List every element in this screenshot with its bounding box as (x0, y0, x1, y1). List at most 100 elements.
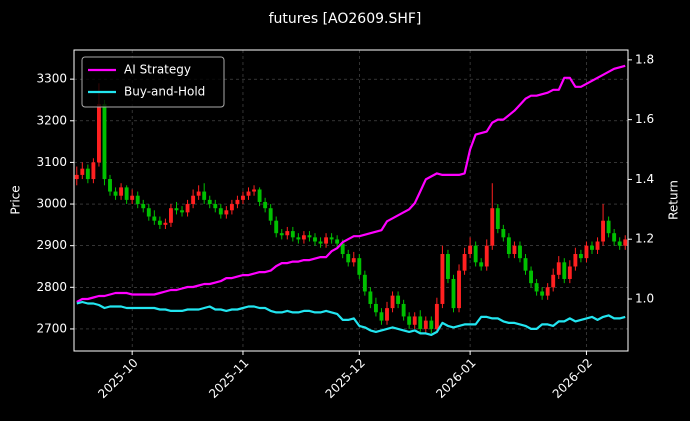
candle-body (307, 235, 312, 238)
candle-body (523, 258, 528, 271)
legend-box (81, 56, 225, 108)
candle-body (446, 253, 450, 279)
candle-body (246, 191, 251, 196)
candle-body (74, 174, 79, 180)
chart-title: futures [AO2609.SHF] (269, 11, 422, 27)
y2-tick-label: 1.0 (635, 291, 654, 305)
candle-body (562, 262, 567, 279)
candle-body (202, 191, 207, 200)
candle-body (490, 208, 495, 246)
plot-frame (73, 49, 629, 352)
y-axis-label: Price (9, 185, 23, 214)
candle-body (119, 187, 124, 196)
y-tick-label: 3100 (36, 155, 67, 169)
candle-body (429, 320, 434, 329)
candle-body (301, 235, 306, 240)
candle-body (462, 253, 467, 271)
candle-body (229, 204, 234, 211)
y-tick-label: 2900 (36, 238, 67, 252)
candle-body (529, 270, 533, 284)
candle-body (379, 312, 384, 321)
candle-body (335, 239, 340, 244)
candle-body (418, 316, 423, 329)
candle-body (573, 253, 578, 267)
candle-body (96, 104, 101, 163)
candle-body (318, 241, 323, 244)
candle-body (130, 195, 135, 200)
y2-tick-label: 1.6 (635, 112, 654, 126)
candle-body (451, 278, 456, 309)
legend-label: Buy-and-Hold (124, 85, 205, 99)
candle-body (157, 220, 162, 225)
candle-body (512, 245, 517, 254)
candle-body (241, 195, 245, 200)
candle-body (235, 199, 240, 205)
candle-body (368, 291, 373, 304)
candle-body (534, 283, 539, 292)
candle-body (218, 208, 223, 215)
return-line (76, 64, 626, 303)
candle-body (180, 210, 184, 213)
y2-tick-label: 1.4 (635, 172, 654, 186)
candle-body (362, 274, 367, 292)
candle-body (556, 262, 561, 275)
candle-body (124, 187, 129, 200)
candle-body (501, 229, 506, 238)
candle-body (207, 199, 212, 205)
candle-body (141, 204, 146, 209)
candle-body (346, 253, 351, 263)
candle-body (290, 231, 295, 238)
candle-body (407, 316, 412, 325)
candle-body (268, 208, 273, 221)
candle-body (91, 162, 96, 180)
candle-body (102, 104, 107, 180)
candle-body (540, 291, 545, 296)
candle-body (545, 287, 550, 296)
candle-body (601, 220, 606, 242)
candle-body (351, 258, 356, 263)
candle-body (595, 241, 600, 250)
candle-body (357, 258, 362, 275)
candle-body (551, 274, 556, 288)
candle-body (313, 237, 317, 242)
y-tick-label: 3300 (36, 72, 67, 86)
candle-body (263, 201, 268, 209)
candle-body (80, 168, 85, 175)
candle-body (495, 208, 500, 230)
candle-body (385, 308, 389, 321)
candle-body (373, 303, 378, 313)
candle-body (584, 245, 589, 259)
candle-body (252, 189, 256, 192)
candle-body (617, 241, 622, 246)
candle-body (484, 245, 489, 267)
candle-body (612, 233, 617, 242)
candle-body (506, 237, 511, 254)
candle-body (479, 262, 484, 267)
candle-body (473, 245, 478, 263)
candle-body (340, 243, 345, 254)
candle-body (324, 237, 329, 244)
candle-body (329, 237, 334, 240)
return-line (76, 300, 626, 336)
candle-body (152, 216, 157, 221)
candle-body (285, 231, 290, 236)
candle-body (440, 253, 445, 304)
candle-body (567, 266, 572, 279)
y2-axis-label: Return (667, 180, 681, 220)
candle-body (606, 220, 611, 234)
candle-body (85, 168, 90, 180)
candle-body (279, 233, 284, 236)
candle-body (274, 220, 279, 234)
candle-body (113, 191, 118, 196)
candle-body (224, 210, 229, 215)
candle-body (412, 316, 417, 325)
candle-body (135, 195, 140, 205)
y-tick-label: 2700 (36, 321, 67, 335)
y2-tick-label: 1.2 (635, 232, 654, 246)
candle-body (296, 237, 301, 240)
candle-body (590, 245, 594, 250)
candle-body (423, 320, 428, 329)
candle-body (390, 295, 395, 309)
y-tick-label: 3200 (36, 113, 67, 127)
